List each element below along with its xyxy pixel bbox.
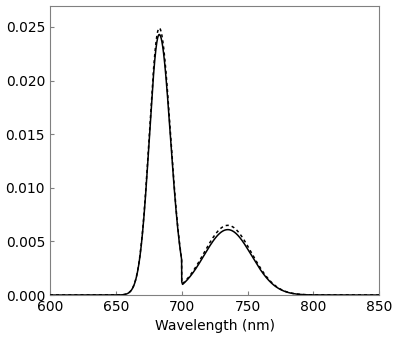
- X-axis label: Wavelength (nm): Wavelength (nm): [154, 319, 275, 334]
